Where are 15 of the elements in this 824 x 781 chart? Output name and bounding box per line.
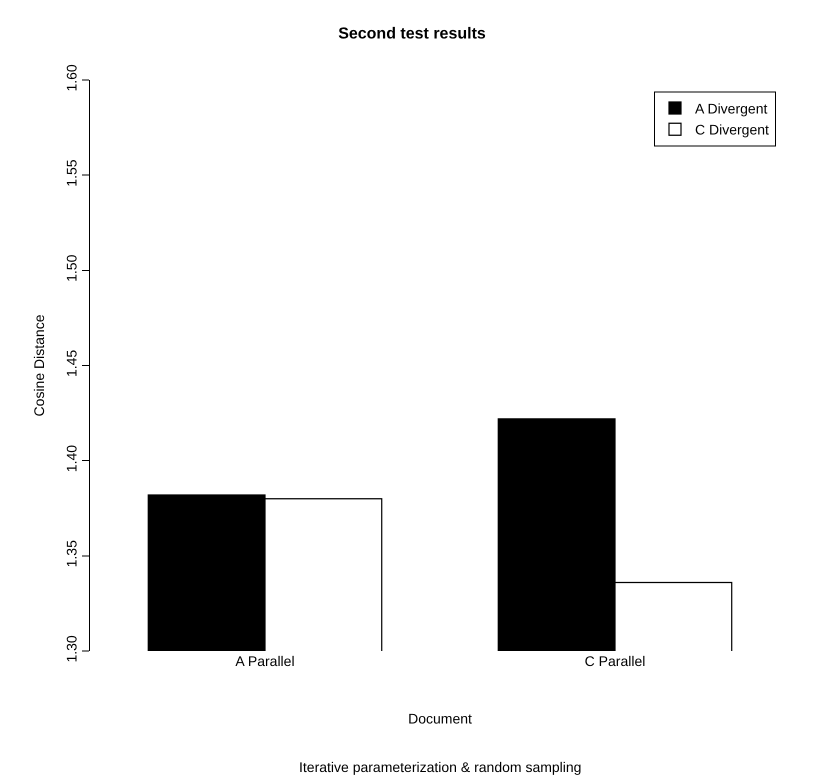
y-tick-label: 1.45 [63,350,80,378]
y-tick-label: 1.60 [63,64,80,92]
y-axis-title: Cosine Distance [31,314,47,416]
legend-label: C Divergent [695,122,770,138]
x-axis-title: Document [408,710,472,726]
text: Iterative parameterization & random sampling [299,759,582,775]
y-tick-label: 1.40 [63,444,80,472]
legend-label: A Divergent [695,100,768,116]
chart-title: Second test results [338,26,486,43]
x-tick-label: A Parallel [235,653,295,669]
y-tick-label: 1.35 [63,540,80,568]
y-tick-label: 1.50 [63,254,80,282]
y-tick-label: 1.30 [63,635,80,663]
y-tick-label: 1.55 [63,159,80,187]
x-tick-label: C Parallel [584,653,646,669]
